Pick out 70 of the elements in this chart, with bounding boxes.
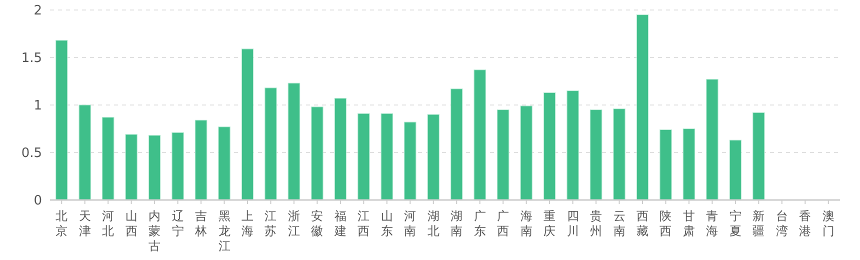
x-tick-label: 江苏 [264,209,277,238]
bar [56,40,68,200]
y-tick-label: 0.5 [21,146,42,162]
y-tick-label: 0 [34,194,42,209]
bar [520,106,532,200]
bar [358,113,370,200]
x-tick-label: 台湾 [776,209,788,238]
x-tick-label: 广西 [497,209,510,238]
bar [474,70,486,200]
bar [78,104,91,200]
bar [125,134,138,200]
bar [380,113,394,200]
bar [590,109,602,200]
x-tick-label: 黑龙江 [218,209,230,253]
x-tick-label: 山东 [380,209,393,238]
y-tick-label: 1 [34,98,42,114]
bar [566,90,579,200]
bar [427,114,440,200]
bar [682,128,696,200]
x-tick-label: 辽宁 [172,209,184,238]
bar [172,132,184,200]
x-tick-label: 贵州 [590,209,602,238]
bar [148,135,161,200]
bar [311,106,324,200]
bar [752,112,765,200]
x-tick-label: 陕西 [660,209,672,238]
x-tick-label: 湖南 [450,209,463,238]
x-tick-label: 吉林 [194,209,208,238]
x-tick-label: 福建 [333,209,346,238]
bar [613,108,626,200]
bar [660,129,672,200]
x-tick-label: 河南 [404,209,416,238]
x-tick-label: 江西 [358,209,370,238]
x-tick-label: 内蒙古 [148,209,161,253]
x-tick-label: 山西 [125,209,138,238]
x-tick-label: 广东 [474,209,486,238]
x-tick-label: 北京 [56,209,68,238]
bar [102,117,114,200]
x-tick-label: 重庆 [544,209,556,238]
bar [218,126,230,200]
bar [404,122,416,200]
x-tick-label: 澳门 [822,209,834,238]
bar [543,92,556,200]
x-tick-label: 西藏 [636,209,648,238]
x-tick-label: 宁夏 [729,209,742,238]
x-tick-label: 天津 [78,209,91,238]
bar [636,14,649,200]
bar [706,79,718,200]
x-tick-label: 青海 [706,209,718,238]
x-tick-label: 海南 [520,209,532,238]
x-tick-label: 上海 [242,209,254,238]
bar [729,140,742,200]
bar [288,82,300,200]
bar [334,98,347,200]
x-tick-label: 四川 [566,209,579,238]
bar [241,48,254,200]
x-tick-label: 甘肃 [682,209,695,238]
bar [450,88,463,200]
x-tick-label: 安徽 [311,209,324,238]
x-tick-label: 河北 [102,209,114,238]
x-tick-label: 浙江 [288,209,300,238]
bar [496,109,510,200]
bar [194,120,208,200]
x-tick-label: 云南 [613,209,626,238]
y-tick-label: 2 [34,4,42,19]
bar [264,88,277,200]
x-tick-label: 新疆 [752,209,765,238]
y-tick-label: 1.5 [21,51,42,66]
x-tick-label: 香港 [799,209,812,238]
x-tick-label: 湖北 [427,209,440,238]
